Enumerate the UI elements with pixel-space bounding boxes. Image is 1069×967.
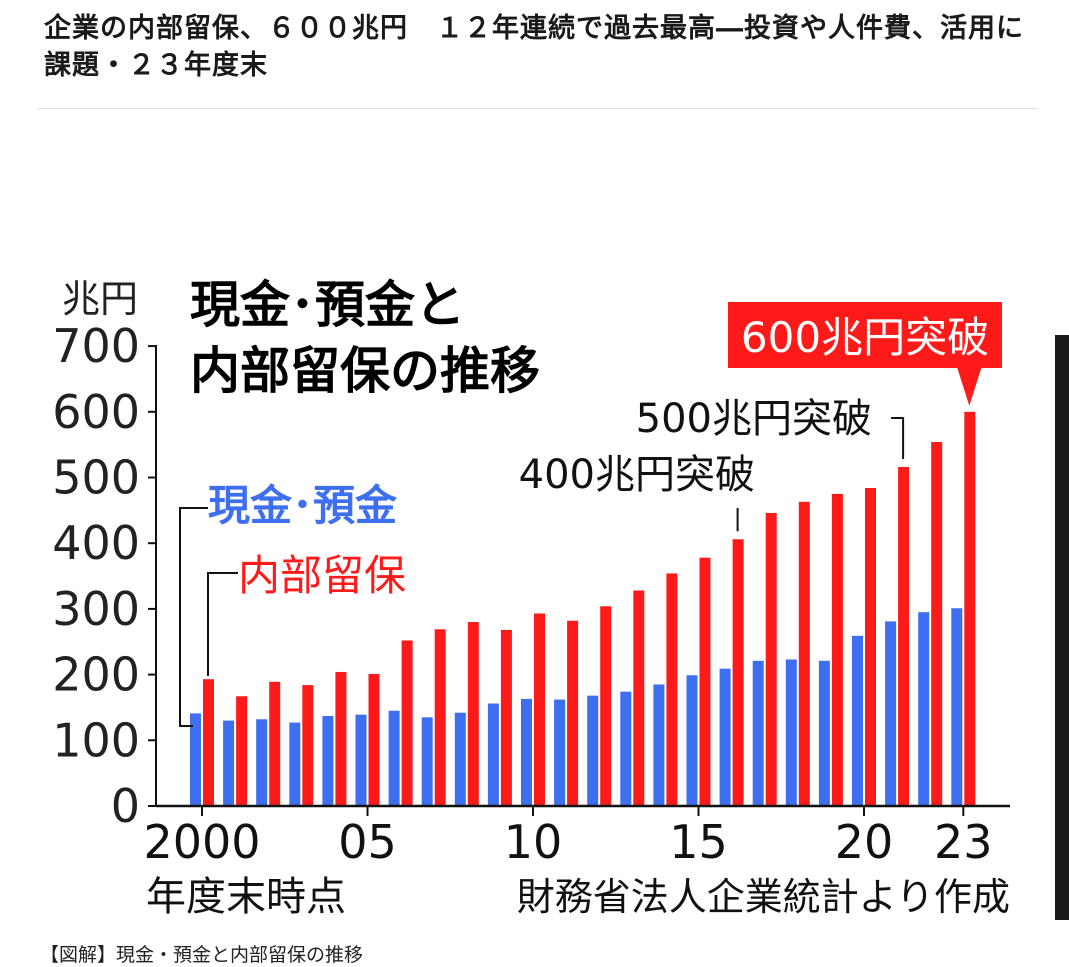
annotation-600-pointer <box>957 368 982 406</box>
bar-retained-earnings <box>302 685 314 806</box>
adjacent-image-edge <box>1055 335 1069 920</box>
annotation-400-label: 400兆円突破 <box>519 452 755 498</box>
bar-retained-earnings <box>898 466 910 806</box>
x-tick-label: 23 <box>934 815 993 869</box>
bar-cash-deposits <box>620 691 632 806</box>
x-axis-label: 年度末時点 <box>146 874 346 920</box>
bar-cash-deposits <box>852 635 863 806</box>
bar-retained-earnings <box>798 501 810 806</box>
legend-cash-deposits: 現金･預金 <box>208 481 398 530</box>
y-tick-label: 0 <box>111 779 140 833</box>
bar-cash-deposits <box>818 660 830 806</box>
annotation-600-box <box>728 302 1002 368</box>
x-tick-label: 05 <box>338 815 397 869</box>
bar-retained-earnings <box>865 488 876 806</box>
bar-cash-deposits <box>587 695 599 806</box>
bar-chart: 0 100 200 300 400 500 600 700 2000 05 10 15 20 23 40… <box>52 276 1010 920</box>
bar-retained-earnings <box>699 557 711 806</box>
annotation-600-label: 600兆円突破 <box>741 313 989 362</box>
y-tick-label: 200 <box>52 648 140 702</box>
bar-retained-earnings <box>600 606 612 806</box>
bar-cash-deposits <box>951 608 963 806</box>
y-tick-label: 400 <box>52 516 140 570</box>
bar-retained-earnings <box>732 539 744 806</box>
bar-retained-earnings <box>335 671 347 806</box>
bar-retained-earnings <box>368 673 380 806</box>
bar-retained-earnings <box>434 629 446 806</box>
divider <box>38 108 1038 109</box>
legend-retained-earnings: 内部留保 <box>238 551 406 600</box>
bar-retained-earnings <box>765 512 777 806</box>
bar-cash-deposits <box>322 715 334 806</box>
figure-caption: 【図解】現金・預金と内部留保の推移 <box>40 944 364 966</box>
y-axis-unit-label: 兆円 <box>62 277 138 321</box>
bar-cash-deposits <box>487 703 499 806</box>
legend-leader-cash <box>179 507 208 727</box>
x-tick-label: 15 <box>669 815 728 869</box>
bar-retained-earnings <box>831 493 843 806</box>
bar-cash-deposits <box>653 684 665 806</box>
bar-cash-deposits <box>454 712 466 806</box>
x-tick-label: 2000 <box>143 815 260 869</box>
bar-cash-deposits <box>223 720 235 806</box>
x-tick-label: 10 <box>504 815 563 869</box>
source-note: 財務省法人企業統計より作成 <box>517 875 1010 919</box>
bar-cash-deposits <box>190 713 201 806</box>
bar-retained-earnings <box>931 442 943 806</box>
bar-cash-deposits <box>421 717 433 806</box>
bar-retained-earnings <box>500 629 512 806</box>
annotation-500-leader <box>891 417 905 459</box>
legend-leader-retained <box>207 572 238 676</box>
bar-retained-earnings <box>666 573 678 806</box>
bar-retained-earnings <box>236 696 248 806</box>
chart-container: 0 100 200 300 400 500 600 700 2000 05 10 15 20 23 40… <box>0 250 1069 964</box>
x-tick-label: 20 <box>835 815 894 869</box>
bar-cash-deposits <box>719 668 731 806</box>
bar-cash-deposits <box>785 659 797 806</box>
bar-retained-earnings <box>633 590 645 806</box>
bar-cash-deposits <box>918 612 930 806</box>
y-tick-label: 100 <box>52 713 140 767</box>
y-tick-label: 700 <box>52 319 140 373</box>
bar-retained-earnings <box>567 620 579 806</box>
bar-cash-deposits <box>289 722 301 806</box>
bar-cash-deposits <box>521 698 532 806</box>
bar-retained-earnings <box>401 640 413 806</box>
bar-retained-earnings <box>964 411 976 806</box>
bar-retained-earnings <box>269 681 281 806</box>
bar-cash-deposits <box>256 719 268 806</box>
bar-cash-deposits <box>686 675 698 806</box>
bar-cash-deposits <box>554 699 566 806</box>
y-tick-label: 500 <box>52 451 140 505</box>
bar-cash-deposits <box>752 660 764 806</box>
bar-retained-earnings <box>203 679 214 806</box>
bar-retained-earnings <box>467 622 479 806</box>
chart-title-line2: 内部留保の推移 <box>190 342 540 400</box>
bar-cash-deposits <box>388 710 400 806</box>
y-tick-label: 300 <box>52 582 140 636</box>
y-tick-label: 600 <box>52 385 140 439</box>
annotation-500-label: 500兆円突破 <box>636 396 872 442</box>
chart-title-line1: 現金･預金と <box>190 276 465 334</box>
bar-cash-deposits <box>885 621 897 806</box>
article-headline: 企業の内部留保、６００兆円 １２年連続で過去最高―投資や人件費、活用に課題・２３… <box>44 13 1024 81</box>
bar-cash-deposits <box>355 714 367 806</box>
bar-retained-earnings <box>534 613 545 806</box>
